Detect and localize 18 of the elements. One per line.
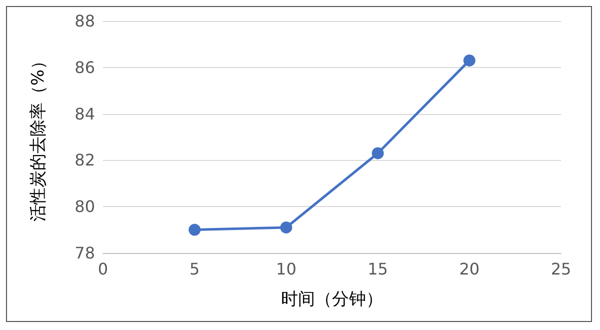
y-axis-title: 活性炭的去除率（%）	[28, 52, 48, 222]
x-tick-label: 25	[550, 260, 572, 278]
point	[280, 221, 292, 234]
point	[463, 54, 476, 66]
y-tick-label: 82	[74, 150, 95, 170]
x-tick-label: 10	[276, 260, 296, 278]
point	[188, 224, 201, 236]
y-tick-label: 88	[74, 12, 95, 30]
y-tick-label: 84	[74, 104, 95, 124]
point	[372, 147, 384, 160]
x-tick-label: 15	[368, 260, 388, 278]
y-tick-label: 86	[74, 58, 95, 77]
x-tick-label: 20	[459, 260, 480, 278]
x-axis-title: 时间（分钟）	[281, 290, 383, 310]
x-tick-label: 5	[190, 260, 200, 278]
x-tick-label: 0	[98, 260, 108, 278]
y-tick-label: 78	[74, 244, 95, 262]
y-tick-label: 80	[74, 197, 95, 216]
